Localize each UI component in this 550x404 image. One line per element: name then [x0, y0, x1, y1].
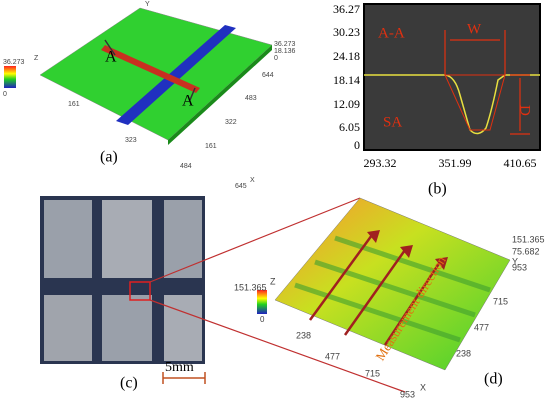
- colorbar-min: 0: [3, 91, 7, 98]
- axis-label: Z: [270, 276, 276, 286]
- colorbar-max: 151.365: [234, 282, 267, 292]
- axis-label: X: [250, 177, 255, 184]
- y-tick: 322: [225, 119, 237, 126]
- panel-c: 5mm (c): [40, 196, 406, 393]
- caption: (a): [100, 149, 118, 166]
- profile: [364, 74, 540, 135]
- caption: (c): [120, 375, 138, 392]
- x-tick: 645: [235, 183, 247, 190]
- x-tick: 293.32: [364, 156, 397, 170]
- x-tick: 484: [180, 163, 192, 170]
- y-tick: 6.05: [339, 120, 360, 134]
- axis-label: Z: [34, 55, 39, 62]
- dimension-lines: [444, 30, 530, 135]
- panel-d: 151.365 0 Measurement direction X Y Z 15…: [234, 197, 545, 399]
- y-tick: 477: [474, 322, 489, 332]
- ridges: [294, 235, 491, 343]
- y-tick: 715: [493, 296, 508, 306]
- depth-label: D: [517, 105, 533, 116]
- z-tick: 0: [274, 55, 278, 62]
- colorbar: [4, 66, 16, 88]
- section-band: [101, 45, 200, 93]
- y-tick: 238: [456, 348, 471, 358]
- y-tick: 953: [512, 262, 527, 272]
- y-tick: 644: [262, 72, 274, 79]
- colorbar-min: 0: [260, 315, 265, 324]
- x-tick: 238: [296, 330, 311, 340]
- caption: (d): [484, 371, 503, 388]
- y-tick: 36.27: [333, 2, 360, 16]
- y-tick: 18.14: [333, 73, 360, 87]
- scale-bar: [162, 372, 206, 384]
- x-tick: 323: [125, 137, 137, 144]
- groove: [116, 25, 236, 125]
- section-label: A: [105, 49, 117, 66]
- x-tick: 161: [68, 101, 80, 108]
- panel-a: 36.273 0 A A X Y Z 36.273 18.136 0 644 4…: [3, 1, 296, 190]
- axis-label: Y: [145, 1, 150, 8]
- axis-label: Y: [512, 256, 518, 266]
- x-tick: 351.99: [439, 156, 472, 170]
- y-tick: 483: [245, 95, 257, 102]
- groove-outline: [444, 74, 506, 131]
- section-title: A-A: [378, 25, 405, 41]
- pad: [102, 295, 152, 361]
- y-tick: 161: [205, 143, 217, 150]
- panel-b: A-A W D SA 36.27 30.23 24.18 18.14 12.09…: [333, 2, 541, 198]
- section-label: A: [182, 93, 194, 110]
- direction-arrows: [308, 234, 442, 346]
- width-label: W: [467, 21, 482, 37]
- x-tick: 715: [365, 368, 380, 378]
- z-tick: 151.365: [512, 234, 545, 244]
- pad: [164, 295, 202, 361]
- surface: [274, 197, 511, 371]
- z-tick: 36.273: [274, 41, 296, 48]
- section-marks: [104, 39, 196, 101]
- pad: [164, 200, 202, 278]
- y-tick: 30.23: [333, 25, 360, 39]
- pad: [102, 200, 152, 278]
- z-tick: 75.682: [512, 246, 540, 256]
- y-ticks: 36.27 30.23 24.18 18.14 12.09 6.05 0: [333, 2, 360, 152]
- area-label: SA: [383, 114, 402, 130]
- selection-box: [129, 281, 151, 301]
- colorbar: [257, 290, 267, 314]
- arrow-heads: [367, 230, 448, 270]
- y-tick: 0: [354, 138, 360, 152]
- x-tick: 477: [325, 351, 340, 361]
- pad: [44, 200, 92, 278]
- axis-label: X: [420, 382, 426, 392]
- x-tick: 410.65: [504, 156, 537, 170]
- surface-edge: [168, 45, 272, 145]
- y-tick: 12.09: [333, 97, 360, 111]
- zoom-lines: [149, 197, 406, 393]
- x-tick: 953: [400, 389, 415, 399]
- scale-label: 5mm: [165, 360, 194, 375]
- pad: [44, 295, 92, 361]
- plot-area: [363, 3, 541, 151]
- y-tick: 24.18: [333, 49, 360, 63]
- caption: (b): [428, 181, 447, 198]
- z-tick: 18.136: [274, 48, 296, 55]
- colorbar-max: 36.273: [3, 59, 25, 66]
